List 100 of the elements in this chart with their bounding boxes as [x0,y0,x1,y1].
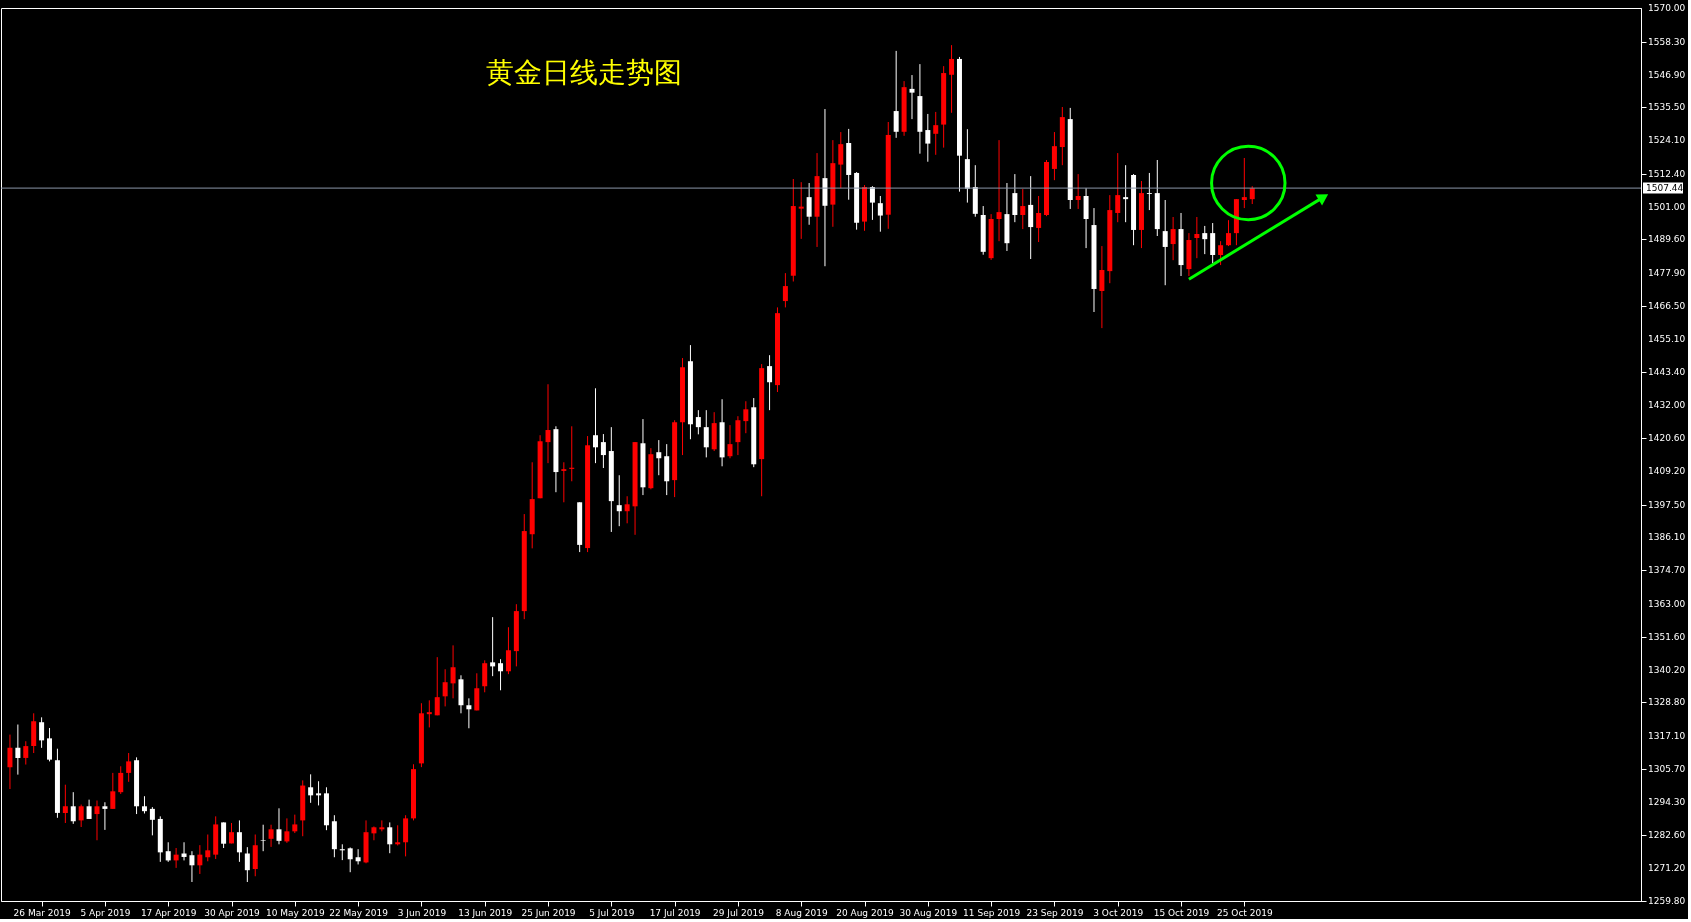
candlestick [62,784,68,824]
y-tick-label: 1397.50 [1648,499,1686,510]
x-tick-label: 11 Sep 2019 [963,907,1021,918]
x-tick-label: 5 Jul 2019 [589,907,635,918]
candlestick [118,765,124,795]
y-tick-label: 1386.10 [1648,532,1686,543]
x-tick-label: 23 Sep 2019 [1026,907,1084,918]
candlestick [600,433,606,469]
y-tick-label: 1443.40 [1648,367,1686,378]
y-tick-label: 1455.10 [1648,333,1686,344]
x-tick-label: 25 Jun 2019 [521,907,576,918]
candlestick [624,495,630,524]
x-tick-label: 17 Apr 2019 [140,907,197,918]
candlestick [15,724,21,776]
candlestick [165,841,171,863]
y-tick-label: 1340.20 [1648,664,1686,675]
x-tick-label: 20 Aug 2019 [836,907,895,918]
x-tick-label: 8 Aug 2019 [775,907,828,918]
candlestick [347,846,353,873]
candlestick [1218,240,1224,266]
candlestick [221,821,227,849]
candlestick [23,740,29,766]
y-tick-label: 1351.60 [1648,631,1686,642]
y-tick-label: 1305.70 [1648,763,1686,774]
candlestick [561,461,567,503]
candlestick [126,752,132,783]
x-tick-label: 26 Mar 2019 [13,907,71,918]
x-tick-label: 30 Aug 2019 [899,907,958,918]
candlestick [806,182,812,226]
y-tick-label: 1570.00 [1648,3,1686,13]
x-tick-label: 3 Jun 2019 [397,907,447,918]
candlestick [767,354,773,411]
candlestick [838,131,844,189]
candlestick [1226,219,1231,247]
candlestick [1075,173,1081,210]
y-tick-label: 1466.50 [1648,300,1686,311]
y-tick-label: 1317.10 [1648,731,1686,742]
y-tick-label: 1535.50 [1648,102,1686,113]
candlestick [1162,199,1168,286]
candlestick [996,139,1002,242]
candlestick [877,195,883,233]
candlestick [1051,131,1057,181]
candlestick [308,773,314,804]
candlestick [387,821,393,854]
candlestick [434,656,440,716]
y-tick-label: 1420.60 [1648,433,1686,444]
candlestick [450,644,456,699]
ref-line-label: 1507.44 [1646,183,1684,194]
y-tick-label: 1489.60 [1648,234,1686,245]
y-tick-label: 1501.00 [1648,201,1686,212]
candlestick [110,772,116,810]
candlestick [197,844,203,875]
candlestick [466,697,472,729]
candlestick [292,814,298,834]
candlestick [426,699,432,728]
candlestick [592,387,598,464]
candlestick [490,616,496,677]
candlestick [39,716,45,749]
candlestick [1028,175,1034,260]
candlestick [102,801,108,831]
x-tick-label: 5 Apr 2019 [80,907,131,918]
x-tick-label: 25 Oct 2019 [1217,907,1273,918]
candlestick [933,111,939,156]
candlestick [1210,222,1216,264]
candlestick [395,824,401,846]
candlestick [505,626,511,675]
candlestick [727,424,733,459]
x-tick-label: 17 Jul 2019 [649,907,701,918]
candlestick [244,846,250,883]
candlestick [205,834,211,862]
candlestick [695,409,701,435]
candlestick [189,850,195,883]
candlestick [70,791,76,825]
candlestick [782,272,788,308]
candlestick [403,814,409,857]
candlestick [284,817,290,844]
candlestick [474,672,480,711]
candlestick [149,806,155,836]
candlestick [1170,216,1176,261]
candlestick [1012,173,1018,223]
y-tick-label: 1294.30 [1648,796,1686,807]
candlestick [355,848,361,865]
candlestick [1083,187,1089,249]
candlestick [276,807,282,845]
candlestick [1099,245,1105,329]
candlestick [316,780,322,806]
candlestick [78,804,84,828]
y-tick-label: 1432.00 [1648,400,1686,411]
candlestick [482,659,488,693]
candlestick [498,658,504,691]
candlestick [260,824,266,852]
candlestick [1036,195,1042,243]
candlestick [1194,216,1200,259]
text: 黄金日线走势图 [486,56,682,89]
candlestick [86,799,92,820]
y-tick-label: 1271.20 [1648,863,1686,874]
candlestick [925,113,931,163]
candlestick [893,50,899,139]
y-tick-label: 1363.00 [1648,598,1686,609]
candlestick [735,415,741,456]
